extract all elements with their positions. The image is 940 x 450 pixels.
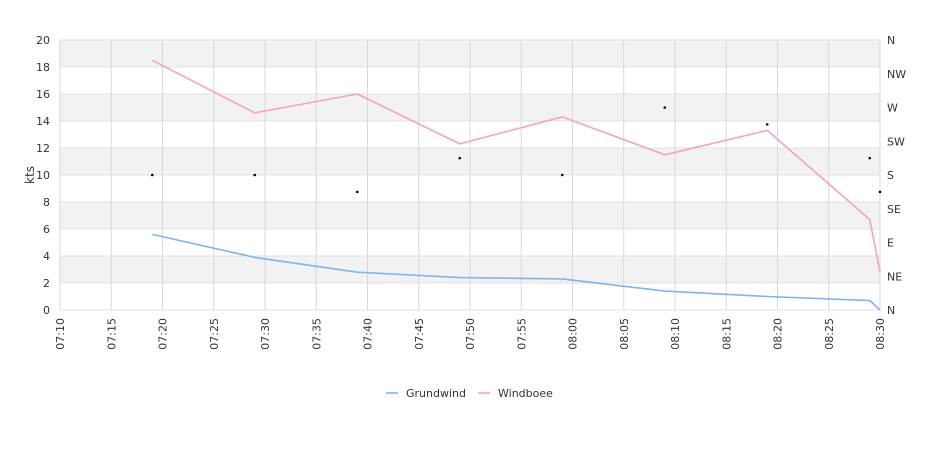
y-tick-label: 14	[36, 115, 50, 128]
direction-point	[878, 190, 882, 194]
right-tick-label: E	[887, 237, 894, 250]
right-tick-label: S	[887, 169, 894, 182]
x-tick-label: 07:30	[259, 318, 272, 350]
direction-point	[253, 173, 257, 177]
right-axis-direction-ticks: N NE E SE S SW W NW N	[887, 34, 906, 317]
legend-label-grundwind: Grundwind	[406, 387, 466, 400]
right-tick-label: SE	[887, 203, 901, 216]
y-tick-label: 18	[36, 61, 50, 74]
x-tick-label: 08:10	[669, 318, 682, 350]
direction-point	[868, 156, 872, 160]
y-tick-label: 2	[43, 277, 50, 290]
y-tick-label: 16	[36, 88, 50, 101]
legend-label-windboee: Windboee	[498, 387, 553, 400]
right-tick-label: N	[887, 34, 895, 47]
y-tick-label: 0	[43, 304, 50, 317]
x-tick-label: 08:00	[567, 318, 580, 350]
x-tick-label: 08:30	[874, 318, 887, 350]
direction-point	[458, 156, 462, 160]
x-tick-label: 07:50	[464, 318, 477, 350]
right-tick-label: N	[887, 304, 895, 317]
y-tick-label: 8	[43, 196, 50, 209]
x-tick-label: 07:40	[362, 318, 375, 350]
horizontal-gridlines	[60, 39, 880, 311]
direction-point	[765, 123, 769, 126]
series-line-grundwind	[152, 233, 881, 311]
x-tick-label: 07:35	[310, 318, 323, 350]
y-tick-label: 6	[43, 223, 50, 236]
right-tick-label: NW	[887, 68, 906, 81]
y-tick-label: 4	[43, 250, 50, 263]
y-tick-label: 20	[36, 34, 50, 47]
right-tick-label: W	[887, 102, 898, 115]
x-tick-label: 07:45	[413, 318, 426, 350]
direction-point	[150, 173, 154, 177]
y-tick-label: 10	[36, 169, 50, 182]
x-tick-label: 08:20	[772, 318, 785, 350]
series-line-windboee	[151, 59, 881, 273]
x-tick-label: 07:20	[157, 318, 170, 350]
y-axis-label: kts	[23, 166, 37, 184]
x-tick-label: 08:05	[618, 318, 631, 350]
right-tick-label: SW	[887, 135, 905, 148]
x-axis-ticks: 07:10 07:15 07:20 07:25 07:30 07:35 07:40 07:45…	[54, 318, 887, 350]
series-lines	[151, 59, 881, 311]
x-tick-label: 08:25	[823, 318, 836, 350]
x-tick-label: 07:10	[54, 318, 67, 350]
legend: Grundwind Windboee	[386, 387, 553, 400]
direction-point	[355, 190, 359, 194]
x-tick-label: 07:15	[105, 318, 118, 350]
right-tick-label: NE	[887, 270, 902, 283]
x-tick-label: 07:25	[208, 318, 221, 350]
x-tick-label: 07:55	[515, 318, 528, 350]
direction-point	[560, 173, 564, 177]
y-tick-label: 12	[36, 142, 50, 155]
direction-point	[663, 106, 667, 109]
x-tick-label: 08:15	[720, 318, 733, 350]
y-axis-ticks: 0 2 4 6 8 10 12 14 16 18 20	[36, 34, 50, 317]
direction-points	[150, 106, 882, 194]
